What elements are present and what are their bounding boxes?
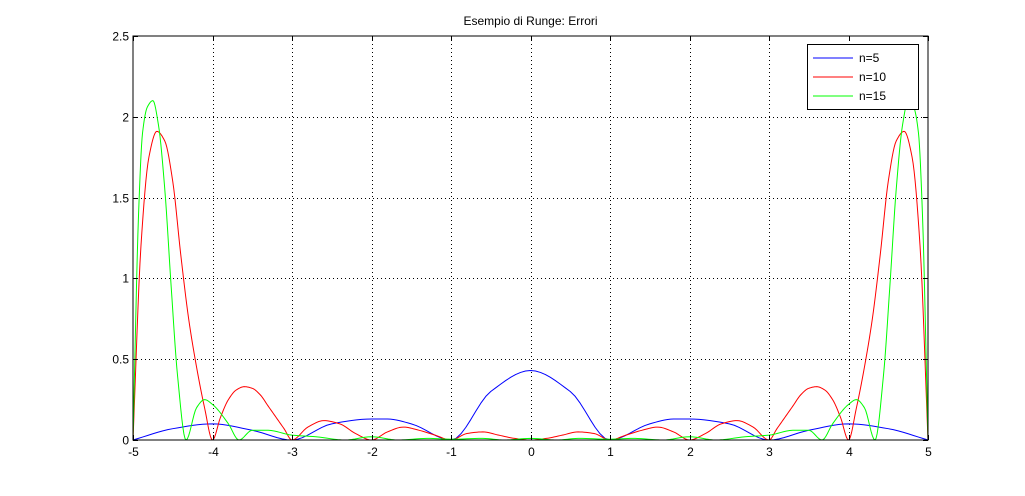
ticks: -5 -4 -3 -2 -1 0 1 2 3 4 5 0 0.5 1 1.5 2 2.5 bbox=[112, 30, 932, 460]
y-tick-label: 1 bbox=[122, 272, 129, 286]
x-tick-label: 2 bbox=[687, 445, 694, 459]
x-tick-label: 1 bbox=[607, 445, 614, 459]
legend-label: n=10 bbox=[859, 70, 886, 84]
x-tick-label: 5 bbox=[925, 445, 932, 459]
y-tick-label: 1.5 bbox=[112, 192, 129, 206]
x-tick-label: -4 bbox=[208, 445, 219, 459]
x-tick-label: -2 bbox=[367, 445, 378, 459]
y-tick-label: 0 bbox=[122, 434, 129, 448]
x-tick-label: 0 bbox=[528, 445, 535, 459]
x-tick-label: 3 bbox=[766, 445, 773, 459]
x-tick-label: -5 bbox=[128, 445, 139, 459]
y-tick-label: 0.5 bbox=[112, 353, 129, 367]
chart-title: Esempio di Runge: Errori bbox=[463, 14, 597, 28]
legend-label: n=15 bbox=[859, 89, 886, 103]
x-tick-label: 4 bbox=[846, 445, 853, 459]
axes-frame bbox=[132, 35, 929, 441]
x-tick-label: -1 bbox=[446, 445, 457, 459]
legend-label: n=5 bbox=[859, 51, 880, 65]
grid bbox=[133, 36, 928, 440]
plot-area: -5 -4 -3 -2 -1 0 1 2 3 4 5 0 0.5 1 1.5 2 2.5 n=5 n=10 n=15 bbox=[112, 30, 932, 460]
x-tick-label: -3 bbox=[287, 445, 298, 459]
y-tick-label: 2 bbox=[122, 111, 129, 125]
series-line-n=5 bbox=[132, 370, 929, 441]
axes-background bbox=[133, 36, 928, 440]
series-line-n=15 bbox=[132, 100, 929, 441]
legend: n=5 n=10 n=15 bbox=[807, 44, 919, 110]
y-tick-label: 2.5 bbox=[112, 30, 129, 44]
